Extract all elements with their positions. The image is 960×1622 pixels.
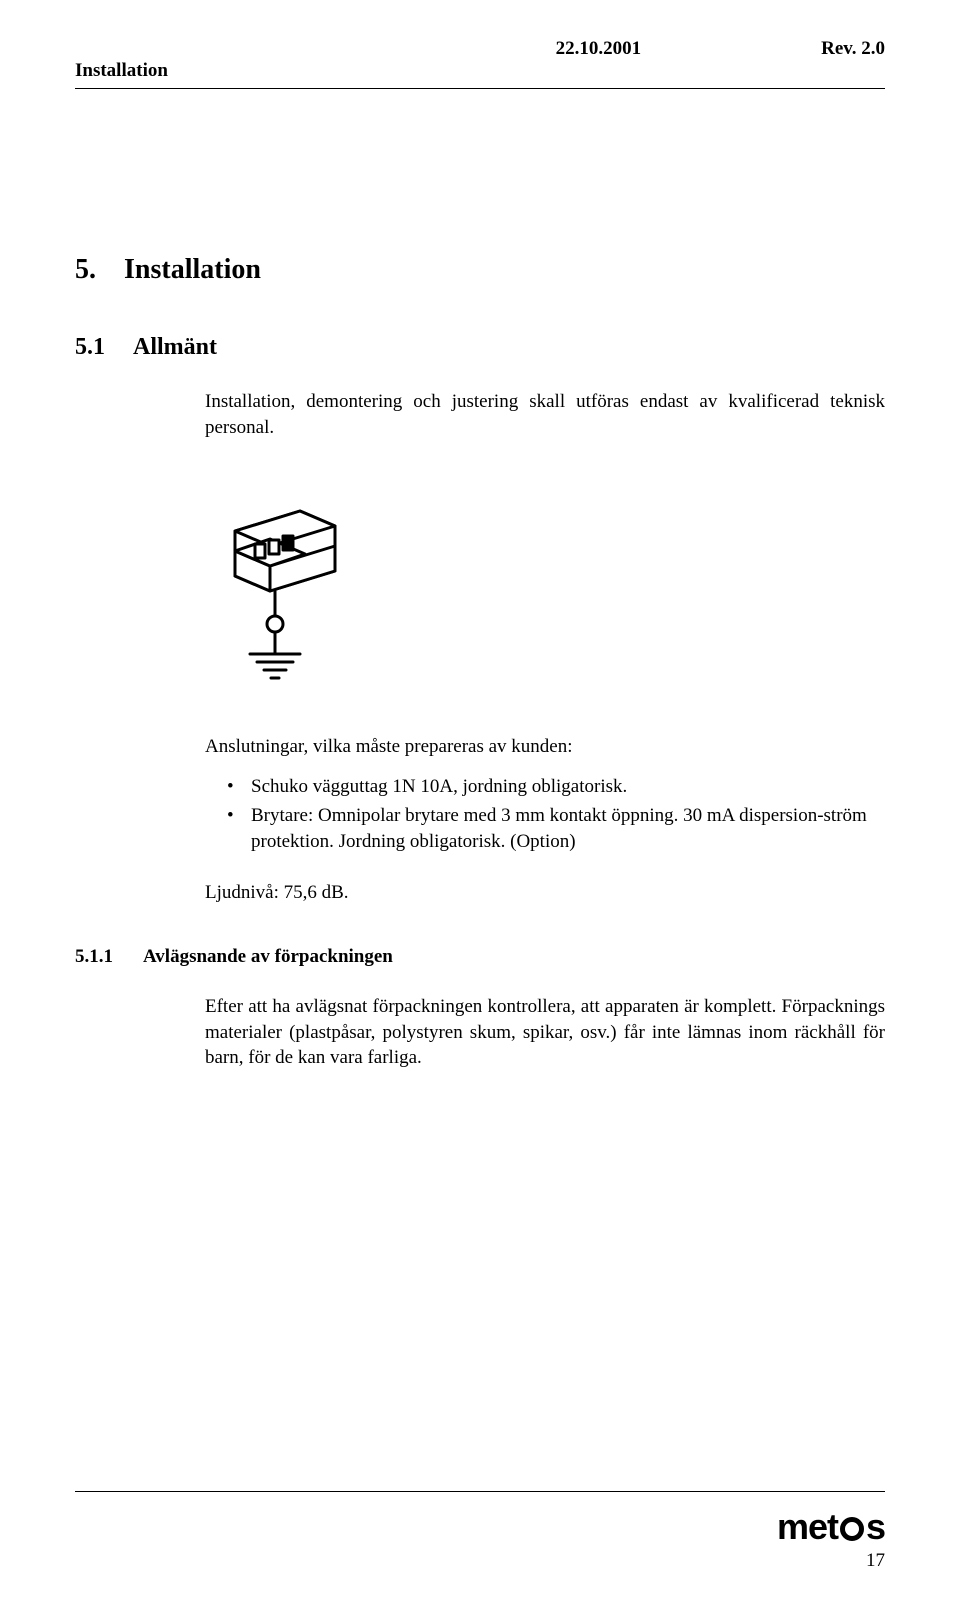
subsection-number: 5.1 — [75, 334, 133, 361]
header-date: 22.10.2001 — [556, 38, 822, 60]
page-footer: mets 17 — [75, 1485, 885, 1572]
page-header: Installation 22.10.2001 Rev. 2.0 — [75, 38, 885, 82]
subsubsection-title: Avlägsnande av förpackningen — [143, 946, 393, 968]
body-block: Installation, demontering och justering … — [205, 389, 885, 906]
subsubsection-number: 5.1.1 — [75, 946, 143, 968]
header-section-title: Installation — [75, 38, 556, 82]
logo-text-right: s — [866, 1506, 885, 1548]
section-title: Installation — [124, 254, 261, 285]
breaker-ground-figure — [205, 476, 885, 694]
section-number: 5. — [75, 254, 96, 285]
unpack-paragraph: Efter att ha avlägsnat förpackningen kon… — [205, 994, 885, 1071]
body-block-2: Efter att ha avlägsnat förpackningen kon… — [205, 994, 885, 1071]
logo-text-left: met — [777, 1506, 838, 1548]
header-revision: Rev. 2.0 — [821, 38, 885, 60]
list-item: Brytare: Omnipolar brytare med 3 mm kont… — [205, 803, 885, 854]
section-heading: 5. Installation — [75, 254, 885, 286]
subsubsection-heading: 5.1.1 Avlägsnande av förpackningen — [75, 946, 885, 968]
logo-o-ring-icon — [840, 1517, 864, 1541]
subsection-title: Allmänt — [133, 334, 217, 361]
noise-level: Ljudnivå: 75,6 dB. — [205, 880, 885, 906]
page-content: 5. Installation 5.1 Allmänt Installation… — [75, 254, 885, 1071]
connections-list: Schuko vägguttag 1N 10A, jordning obliga… — [205, 774, 885, 855]
list-item: Schuko vägguttag 1N 10A, jordning obliga… — [205, 774, 885, 800]
breaker-ground-svg — [205, 476, 365, 686]
page-number: 17 — [866, 1550, 885, 1572]
footer-rule — [75, 1491, 885, 1492]
header-rule — [75, 88, 885, 89]
connections-lead: Anslutningar, vilka måste prepareras av … — [205, 734, 885, 760]
brand-logo: mets — [777, 1506, 885, 1548]
subsection-heading: 5.1 Allmänt — [75, 334, 885, 361]
intro-paragraph: Installation, demontering och justering … — [205, 389, 885, 440]
